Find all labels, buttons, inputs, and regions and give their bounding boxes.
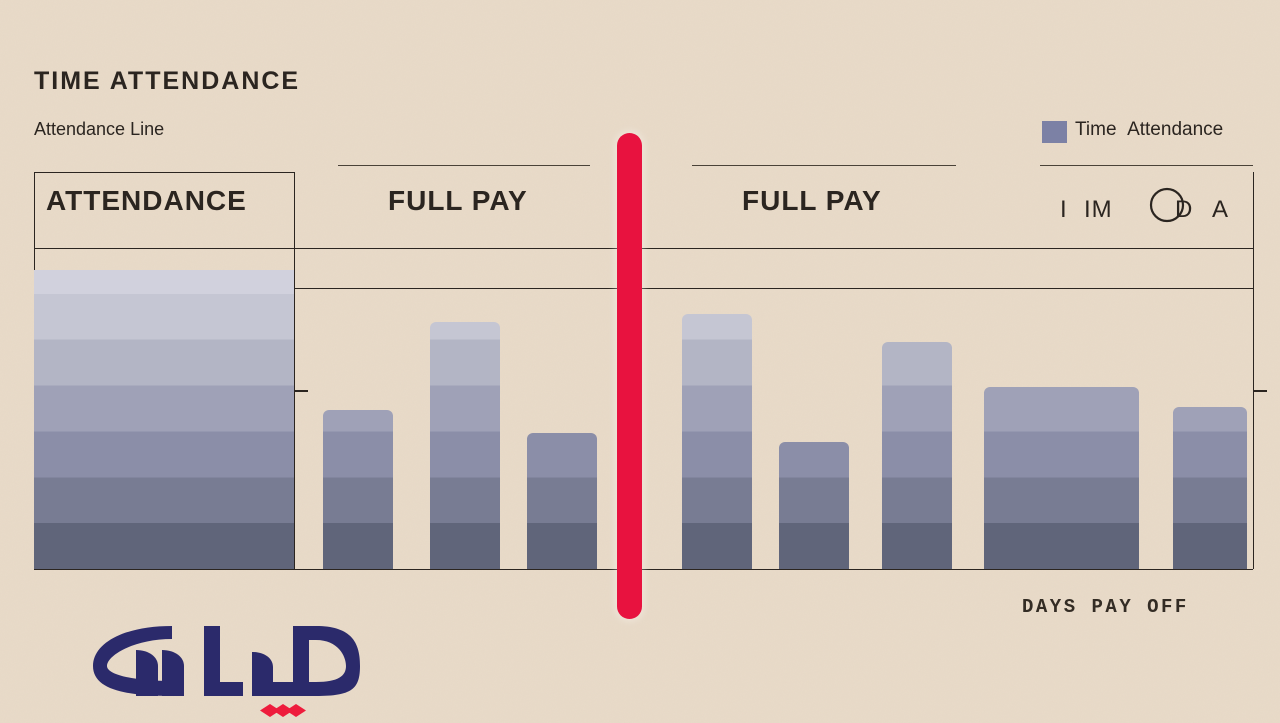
svg-text:I: I: [1060, 196, 1067, 223]
svg-text:D: D: [1175, 196, 1192, 223]
svg-text:A: A: [1212, 196, 1228, 223]
svg-text:DAYS PAY OFF: DAYS PAY OFF: [1022, 596, 1189, 618]
svg-text:IM: IM: [1084, 196, 1113, 223]
